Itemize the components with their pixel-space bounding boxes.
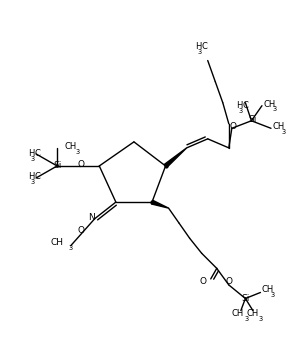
Text: 3: 3	[76, 149, 80, 155]
Text: CH: CH	[50, 238, 63, 247]
Text: CH: CH	[232, 309, 244, 318]
Text: O: O	[230, 122, 237, 131]
Text: 3: 3	[68, 245, 72, 251]
Text: 3: 3	[198, 49, 202, 55]
Text: H: H	[236, 101, 242, 110]
Text: N: N	[88, 213, 95, 222]
Text: O: O	[200, 277, 207, 286]
Text: Si: Si	[53, 161, 61, 170]
Polygon shape	[164, 148, 187, 167]
Text: Si: Si	[249, 115, 257, 124]
Text: 3: 3	[30, 179, 35, 185]
Text: CH: CH	[264, 100, 276, 109]
Text: O: O	[78, 226, 85, 235]
Text: CH: CH	[272, 122, 285, 131]
Text: O: O	[78, 160, 85, 169]
Text: 3: 3	[272, 106, 277, 112]
Polygon shape	[151, 200, 168, 208]
Text: H: H	[195, 42, 202, 52]
Text: 3: 3	[244, 316, 248, 322]
Text: 3: 3	[238, 108, 242, 114]
Text: O: O	[225, 277, 232, 286]
Text: CH: CH	[65, 142, 77, 151]
Text: H: H	[28, 172, 35, 181]
Text: Si: Si	[241, 294, 250, 303]
Text: C: C	[35, 149, 40, 158]
Text: 3: 3	[271, 292, 275, 298]
Text: 3: 3	[258, 316, 262, 322]
Text: C: C	[202, 42, 208, 52]
Text: C: C	[35, 172, 40, 181]
Text: CH: CH	[262, 285, 274, 294]
Text: CH: CH	[247, 309, 259, 318]
Text: 3: 3	[282, 129, 286, 135]
Text: C: C	[242, 101, 248, 110]
Text: 3: 3	[30, 156, 35, 162]
Text: H: H	[28, 149, 35, 158]
